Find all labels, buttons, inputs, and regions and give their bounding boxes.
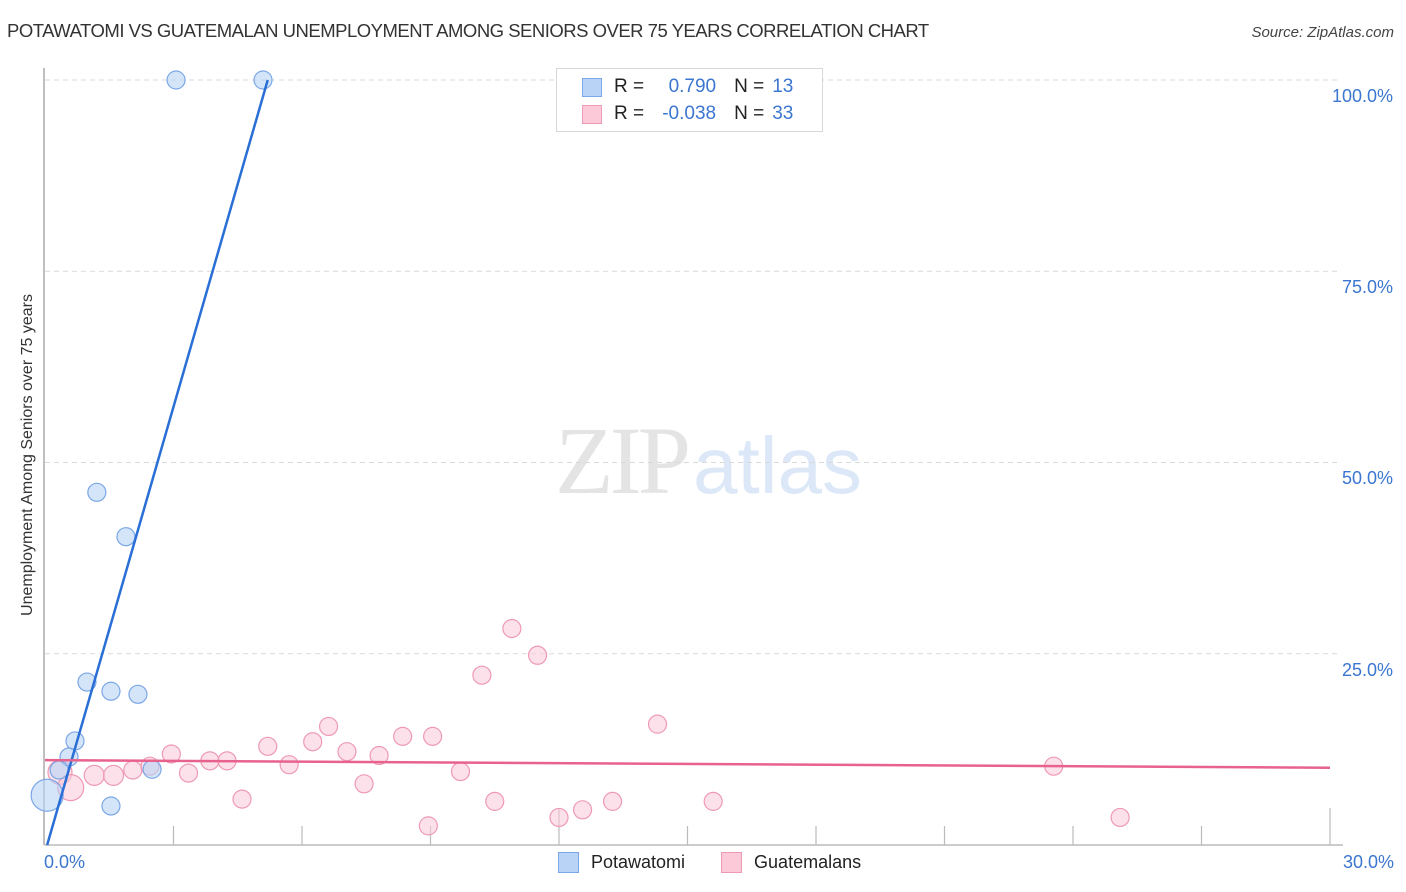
- data-point[interactable]: [258, 736, 278, 756]
- guatemalans-swatch-icon: [582, 104, 602, 124]
- data-point[interactable]: [1110, 807, 1130, 828]
- chart-title: POTAWATOMI VS GUATEMALAN UNEMPLOYMENT AM…: [7, 20, 929, 41]
- data-point[interactable]: [87, 482, 107, 502]
- trendline: [45, 79, 269, 846]
- data-point[interactable]: [232, 789, 252, 809]
- data-point[interactable]: [418, 816, 438, 836]
- data-point[interactable]: [393, 726, 413, 746]
- watermark-zip: ZIP: [555, 407, 691, 514]
- watermark-atlas: atlas: [693, 421, 862, 510]
- data-point[interactable]: [450, 761, 471, 782]
- n-value: 33: [772, 103, 794, 124]
- potawatomi-swatch-icon: [582, 77, 602, 97]
- data-points: [30, 70, 1130, 836]
- y-tick-100: 100.0%: [1331, 86, 1393, 106]
- data-point[interactable]: [178, 763, 199, 783]
- data-point[interactable]: [279, 755, 299, 775]
- r-label: R =: [614, 76, 645, 97]
- r-value: 0.790: [668, 76, 717, 97]
- n-label: N =: [734, 76, 765, 97]
- data-point[interactable]: [166, 70, 186, 90]
- r-label: R =: [614, 103, 645, 124]
- data-point[interactable]: [647, 714, 668, 734]
- data-point[interactable]: [369, 745, 389, 766]
- legend-item-potawatomi[interactable]: Potawatomi: [558, 852, 685, 873]
- data-point[interactable]: [101, 796, 121, 816]
- y-axis-label: Unemployment Among Seniors over 75 years: [19, 294, 36, 616]
- y-tick-75: 75.0%: [1341, 277, 1393, 297]
- data-point[interactable]: [128, 684, 148, 704]
- x-tick-max: 30.0%: [1342, 852, 1394, 872]
- guatemalans-swatch-icon: [721, 852, 743, 873]
- y-tick-25: 25.0%: [1341, 660, 1393, 680]
- data-point[interactable]: [142, 759, 162, 779]
- data-point[interactable]: [30, 778, 64, 812]
- data-point[interactable]: [703, 791, 723, 811]
- potawatomi-swatch-icon: [558, 852, 579, 873]
- trendlines: [44, 79, 1331, 846]
- n-label: N =: [734, 103, 765, 124]
- data-point[interactable]: [303, 732, 323, 752]
- gridlines: [45, 79, 1340, 655]
- legend-label: Potawatomi: [591, 852, 686, 872]
- data-point[interactable]: [527, 645, 548, 665]
- series-legend: Potawatomi Guatemalans: [558, 852, 897, 873]
- data-point[interactable]: [354, 774, 374, 794]
- data-point[interactable]: [102, 764, 125, 786]
- legend-label: Guatemalans: [754, 852, 862, 872]
- r-value: -0.038: [662, 103, 717, 124]
- n-value: 13: [772, 76, 794, 97]
- stats-row-guatemalans: R = -0.038 N = 33: [582, 102, 793, 126]
- watermark: ZIPatlas: [555, 405, 862, 516]
- data-point[interactable]: [77, 672, 97, 692]
- data-point[interactable]: [485, 791, 505, 811]
- data-point[interactable]: [572, 800, 593, 820]
- data-point[interactable]: [502, 618, 522, 639]
- data-point[interactable]: [549, 807, 569, 828]
- data-point[interactable]: [49, 760, 69, 780]
- data-point[interactable]: [161, 744, 181, 764]
- legend-item-guatemalans[interactable]: Guatemalans: [721, 852, 861, 873]
- data-point[interactable]: [123, 760, 143, 780]
- x-tick-min: 0.0%: [44, 852, 86, 872]
- data-point[interactable]: [253, 70, 273, 90]
- trendline: [44, 758, 1331, 769]
- stats-legend: R = 0.790 N = 13 R = -0.038 N = 33: [556, 68, 823, 132]
- stats-row-potawatomi: R = 0.790 N = 13: [582, 75, 793, 99]
- data-point[interactable]: [116, 527, 136, 547]
- data-point[interactable]: [423, 726, 443, 746]
- source-label: Source: ZipAtlas.com: [1251, 24, 1394, 41]
- data-point[interactable]: [83, 764, 105, 786]
- data-point[interactable]: [318, 716, 339, 737]
- data-point[interactable]: [337, 742, 357, 762]
- data-point[interactable]: [602, 791, 623, 811]
- data-point[interactable]: [101, 681, 121, 701]
- y-tick-50: 50.0%: [1341, 468, 1393, 488]
- data-point[interactable]: [472, 665, 492, 685]
